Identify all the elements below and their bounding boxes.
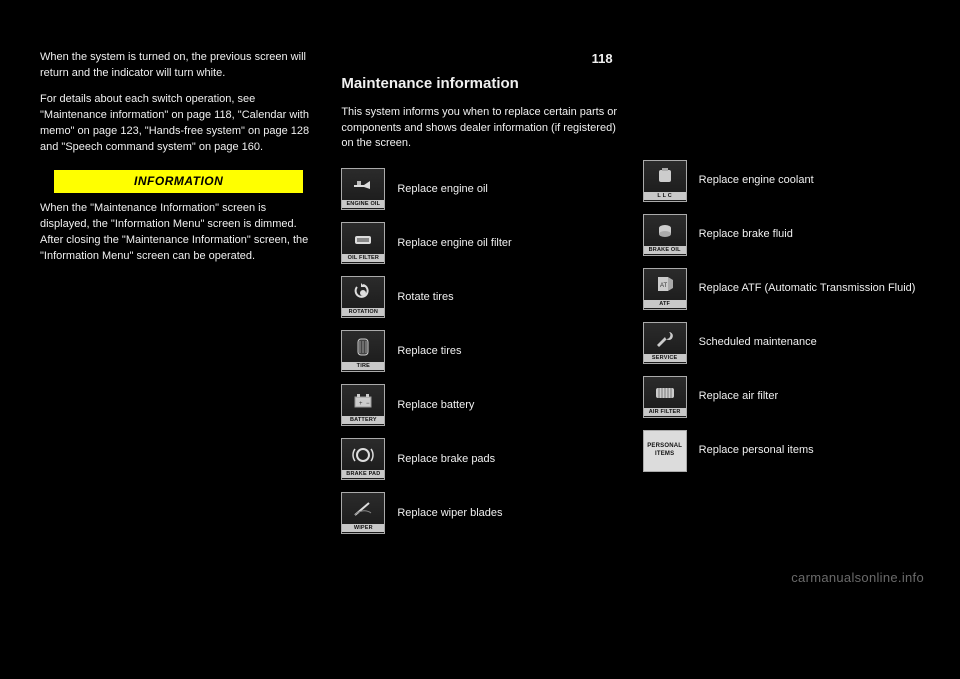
column-right: L L C Replace engine coolant BRAKE OIL Repl… (643, 50, 920, 639)
icon-label: Scheduled maintenance (699, 335, 817, 350)
svg-text:−: − (366, 401, 370, 407)
section-heading: Maintenance information (341, 73, 618, 95)
icon-glyph (653, 161, 677, 192)
icon-glyph (351, 331, 375, 362)
icon-caption: PERSONAL ITEMS (644, 431, 686, 470)
icon-glyph (351, 277, 375, 308)
icon-caption: L L C (644, 192, 686, 200)
icon-row: PERSONAL ITEMS Replace personal items (643, 430, 920, 472)
icon-row: OIL FILTER Replace engine oil filter (341, 222, 618, 264)
icon-row: WIPER Replace wiper blades (341, 492, 618, 534)
icon-caption: WIPER (342, 524, 384, 532)
icon-glyph (351, 169, 375, 200)
icon-row: BRAKE PAD Replace brake pads (341, 438, 618, 480)
watermark: carmanualsonline.info (791, 570, 924, 585)
svg-text:AT: AT (660, 283, 668, 289)
icon-label: Replace wiper blades (397, 506, 502, 521)
icon-caption: SERVICE (644, 354, 686, 362)
icon-row: ENGINE OIL Replace engine oil (341, 168, 618, 210)
icon-label: Replace tires (397, 344, 461, 359)
icon-row: AT ATF Replace ATF (Automatic Transmission… (643, 268, 920, 310)
icon-glyph (351, 439, 375, 470)
icon-row: +−BATTERYReplace battery (341, 384, 618, 426)
wiper-icon: WIPER (341, 492, 385, 534)
icon-label: Replace brake fluid (699, 227, 793, 242)
icon-row: AIR FILTER Replace air filter (643, 376, 920, 418)
icon-caption: OIL FILTER (342, 254, 384, 262)
icon-caption: AIR FILTER (644, 408, 686, 416)
icon-glyph (653, 215, 677, 246)
icon-label: Rotate tires (397, 290, 453, 305)
icon-row: BRAKE OIL Replace brake fluid (643, 214, 920, 256)
air-filter-icon: AIR FILTER (643, 376, 687, 418)
icon-label: Replace personal items (699, 443, 814, 458)
icon-label: Replace brake pads (397, 452, 495, 467)
coolant-icon: L L C (643, 160, 687, 202)
battery-icon: +−BATTERY (341, 384, 385, 426)
icon-row: ROTATION Rotate tires (341, 276, 618, 318)
svg-text:+: + (359, 401, 363, 407)
icon-caption: ENGINE OIL (342, 200, 384, 208)
icon-label: Replace engine oil filter (397, 236, 511, 251)
tire-icon: TIRE (341, 330, 385, 372)
service-icon: SERVICE (643, 322, 687, 364)
icon-caption: TIRE (342, 362, 384, 370)
paragraph: For details about each switch operation,… (40, 92, 317, 156)
icon-caption: ATF (644, 300, 686, 308)
icon-list: L L C Replace engine coolant BRAKE OIL Repl… (643, 160, 920, 472)
spacer (643, 50, 920, 160)
personal-icon: PERSONAL ITEMS (643, 430, 687, 472)
paragraph: When the system is turned on, the previo… (40, 50, 317, 82)
brake-oil-icon: BRAKE OIL (643, 214, 687, 256)
icon-glyph: +− (351, 385, 375, 416)
icon-glyph: AT (653, 269, 677, 300)
icon-caption: BATTERY (342, 416, 384, 424)
atf-icon: AT ATF (643, 268, 687, 310)
icon-glyph (351, 493, 375, 524)
information-heading: INFORMATION (54, 170, 303, 193)
icon-label: Replace battery (397, 398, 474, 413)
oil-can-icon: ENGINE OIL (341, 168, 385, 210)
filter-icon: OIL FILTER (341, 222, 385, 264)
rotation-icon: ROTATION (341, 276, 385, 318)
icon-label: Replace ATF (Automatic Transmission Flui… (699, 281, 916, 296)
icon-glyph (653, 323, 677, 354)
intro-text: This system informs you when to replace … (341, 105, 618, 153)
column-left: When the system is turned on, the previo… (40, 50, 317, 639)
icon-row: TIRE Replace tires (341, 330, 618, 372)
icon-glyph (653, 377, 677, 408)
icon-label: Replace engine oil (397, 182, 488, 197)
icon-caption: ROTATION (342, 308, 384, 316)
icon-list: ENGINE OIL Replace engine oil OIL FILTER Re… (341, 168, 618, 534)
icon-glyph (351, 223, 375, 254)
icon-label: Replace air filter (699, 389, 778, 404)
column-middle: 118 Maintenance information This system … (341, 50, 618, 639)
icon-row: SERVICE Scheduled maintenance (643, 322, 920, 364)
icon-row: L L C Replace engine coolant (643, 160, 920, 202)
information-body: When the "Maintenance Information" scree… (40, 201, 317, 265)
icon-caption: BRAKE OIL (644, 246, 686, 254)
icon-label: Replace engine coolant (699, 173, 814, 188)
page-number: 118 (341, 50, 618, 69)
brake-icon: BRAKE PAD (341, 438, 385, 480)
icon-caption: BRAKE PAD (342, 470, 384, 478)
